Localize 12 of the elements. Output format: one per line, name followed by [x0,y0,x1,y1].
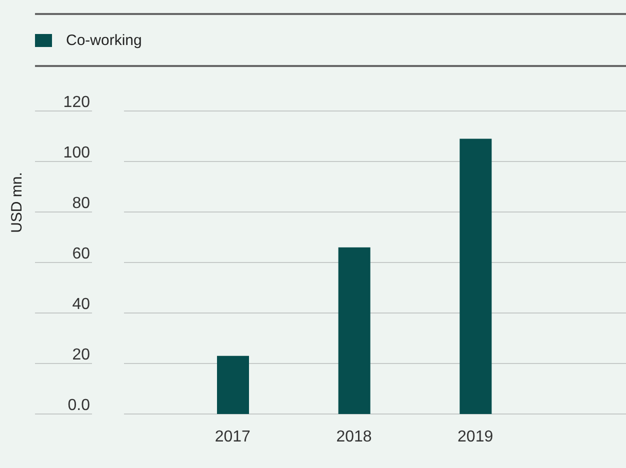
y-tick-label: 80 [72,195,90,212]
y-tick-label: 40 [72,296,90,313]
y-tick-label: 0.0 [68,397,90,414]
y-tick-label: 20 [72,346,90,364]
y-tick-label: 60 [72,246,90,262]
x-tick-label: 2018 [336,428,372,446]
y-tick-label: 120 [63,94,90,111]
x-tick-label: 2017 [214,428,251,446]
x-tick-label: 2019 [458,428,494,446]
y-axis-title: USD mn. [8,172,26,233]
legend-label: Co-working [66,32,142,48]
y-tick-label: 100 [63,144,90,162]
